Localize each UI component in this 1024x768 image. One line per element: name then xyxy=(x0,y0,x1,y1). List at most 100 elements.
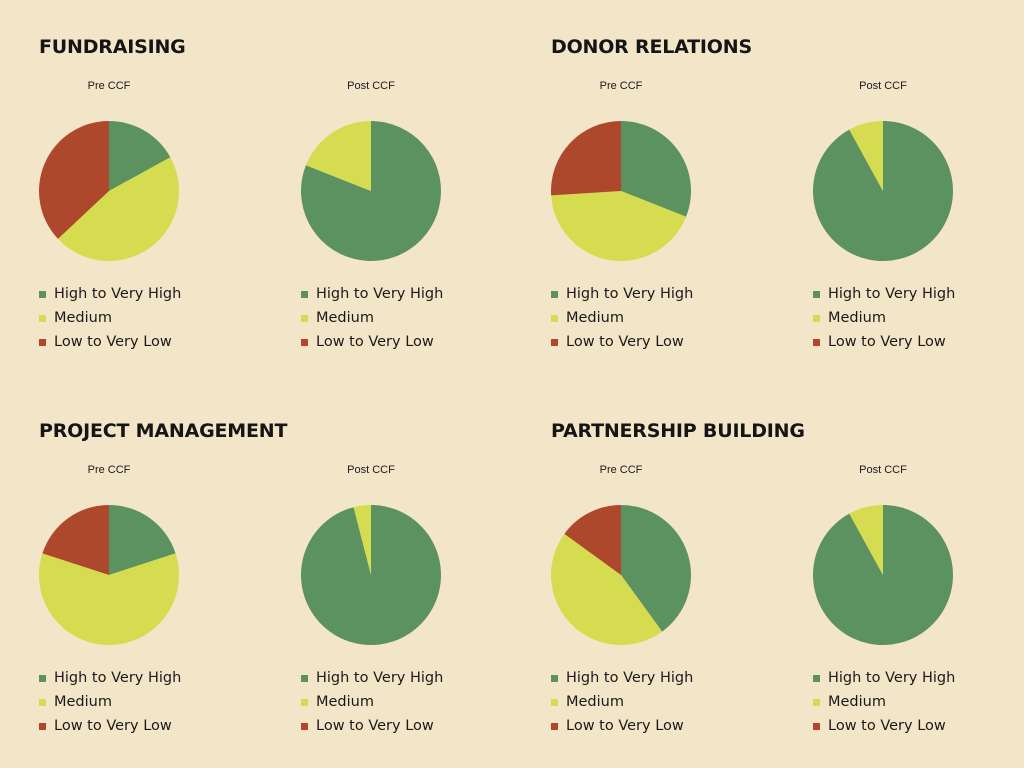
pie-slice-low xyxy=(39,121,110,239)
legend-item: High to Very High xyxy=(39,282,181,306)
legend-swatch xyxy=(551,698,558,706)
legend-swatch xyxy=(551,674,558,682)
pie-title: Pre CCF xyxy=(87,80,131,92)
legend-label: High to Very High xyxy=(566,286,694,302)
legend-swatch xyxy=(813,674,820,682)
pie-chart xyxy=(813,121,953,261)
pie-chart-block: Post CCF High to Very High Medium Low to Ve… xyxy=(301,384,521,744)
legend-label: Medium xyxy=(828,694,886,710)
pie-chart xyxy=(38,505,179,645)
pie-slice-medium xyxy=(849,121,883,191)
legend-label: Medium xyxy=(566,310,624,326)
legend-item: Low to Very Low xyxy=(301,330,443,354)
legend-item: High to Very High xyxy=(551,666,693,690)
pie-title: Post CCF xyxy=(347,80,395,92)
pie-slice-low xyxy=(551,121,621,196)
legend-item: Medium xyxy=(301,306,443,330)
legend-label: High to Very High xyxy=(828,286,956,302)
pie-title: Post CCF xyxy=(859,80,907,92)
pie-title: Pre CCF xyxy=(599,80,643,92)
legend: High to Very High Medium Low to Very Low xyxy=(39,282,181,354)
legend-item: Medium xyxy=(813,306,955,330)
legend-swatch xyxy=(301,338,308,346)
pie-title: Pre CCF xyxy=(87,464,131,476)
legend-item: High to Very High xyxy=(813,666,955,690)
legend-item: High to Very High xyxy=(813,282,955,306)
legend-label: Low to Very Low xyxy=(54,718,172,734)
pie-chart-block: Post CCF High to Very High Medium Low to Ve… xyxy=(301,0,521,360)
pie-slice-medium xyxy=(305,121,371,191)
legend-label: High to Very High xyxy=(54,670,182,686)
pie-chart xyxy=(301,121,441,261)
legend-label: High to Very High xyxy=(316,670,444,686)
pie-slice-medium xyxy=(551,533,663,645)
legend-swatch xyxy=(813,290,820,298)
legend-item: Low to Very Low xyxy=(39,714,181,738)
pie-chart-block: Post CCF High to Very High Medium Low to Ve… xyxy=(813,384,1024,744)
pie-slice-medium xyxy=(57,157,179,261)
legend-label: Medium xyxy=(828,310,886,326)
section-0: FUNDRAISING Pre CCF High to Very High Mediu… xyxy=(39,0,519,360)
legend-swatch xyxy=(39,290,46,298)
legend-item: High to Very High xyxy=(39,666,181,690)
legend-swatch xyxy=(551,314,558,322)
legend-swatch xyxy=(301,674,308,682)
pie-slice-medium xyxy=(849,505,883,575)
section-title: PROJECT MANAGEMENT xyxy=(39,420,288,442)
legend-label: Low to Very Low xyxy=(566,334,684,350)
legend-swatch xyxy=(39,314,46,322)
section-title: PARTNERSHIP BUILDING xyxy=(551,420,805,442)
legend-swatch xyxy=(551,290,558,298)
legend-item: High to Very High xyxy=(551,282,693,306)
legend-label: Low to Very Low xyxy=(828,334,946,350)
section-1: DONOR RELATIONS Pre CCF High to Very High M… xyxy=(551,0,1024,360)
legend-swatch xyxy=(813,338,820,346)
pie-title: Post CCF xyxy=(859,464,907,476)
pie-slice-medium xyxy=(38,553,179,645)
legend-swatch xyxy=(39,338,46,346)
legend-label: High to Very High xyxy=(54,286,182,302)
legend-swatch xyxy=(301,698,308,706)
legend-swatch xyxy=(301,314,308,322)
legend-item: Low to Very Low xyxy=(813,714,955,738)
pie-chart-block: Pre CCF High to Very High Medium Low to Ver… xyxy=(38,384,259,744)
pie-chart xyxy=(551,121,691,261)
legend-item: Low to Very Low xyxy=(551,330,693,354)
section-2: PROJECT MANAGEMENT Pre CCF High to Very Hi… xyxy=(38,384,521,744)
legend-swatch xyxy=(813,722,820,730)
legend-item: Low to Very Low xyxy=(551,714,693,738)
legend-label: Medium xyxy=(54,694,112,710)
legend-label: Low to Very Low xyxy=(316,718,434,734)
legend-label: Medium xyxy=(316,694,374,710)
pie-slice-low xyxy=(564,505,621,575)
legend-item: Medium xyxy=(551,306,693,330)
legend-swatch xyxy=(301,290,308,298)
legend-label: Medium xyxy=(566,694,624,710)
legend-item: Medium xyxy=(39,306,181,330)
legend-label: High to Very High xyxy=(828,670,956,686)
pie-slice-high xyxy=(109,505,176,575)
legend-swatch xyxy=(301,722,308,730)
pie-slice-medium xyxy=(551,191,687,261)
legend-swatch xyxy=(39,722,46,730)
legend-label: Low to Very Low xyxy=(566,718,684,734)
pie-slice-high xyxy=(621,121,691,217)
legend-item: Low to Very Low xyxy=(301,714,443,738)
legend-swatch xyxy=(813,698,820,706)
pie-chart-block: Pre CCF High to Very High Medium Low to Ver… xyxy=(551,384,771,744)
legend: High to Very High Medium Low to Very Low xyxy=(813,666,955,738)
legend-item: Medium xyxy=(813,690,955,714)
legend-label: Low to Very Low xyxy=(54,334,172,350)
legend-item: Medium xyxy=(551,690,693,714)
legend: High to Very High Medium Low to Very Low xyxy=(551,666,693,738)
legend: High to Very High Medium Low to Very Low xyxy=(301,666,443,738)
pie-slice-high xyxy=(109,121,171,191)
legend-item: Medium xyxy=(39,690,181,714)
pie-chart xyxy=(301,505,441,645)
pie-chart xyxy=(39,121,179,261)
pie-chart-block: Pre CCF High to Very High Medium Low to Ver… xyxy=(39,0,259,360)
legend-swatch xyxy=(551,722,558,730)
legend-label: Low to Very Low xyxy=(316,334,434,350)
legend-item: High to Very High xyxy=(301,282,443,306)
legend: High to Very High Medium Low to Very Low xyxy=(301,282,443,354)
